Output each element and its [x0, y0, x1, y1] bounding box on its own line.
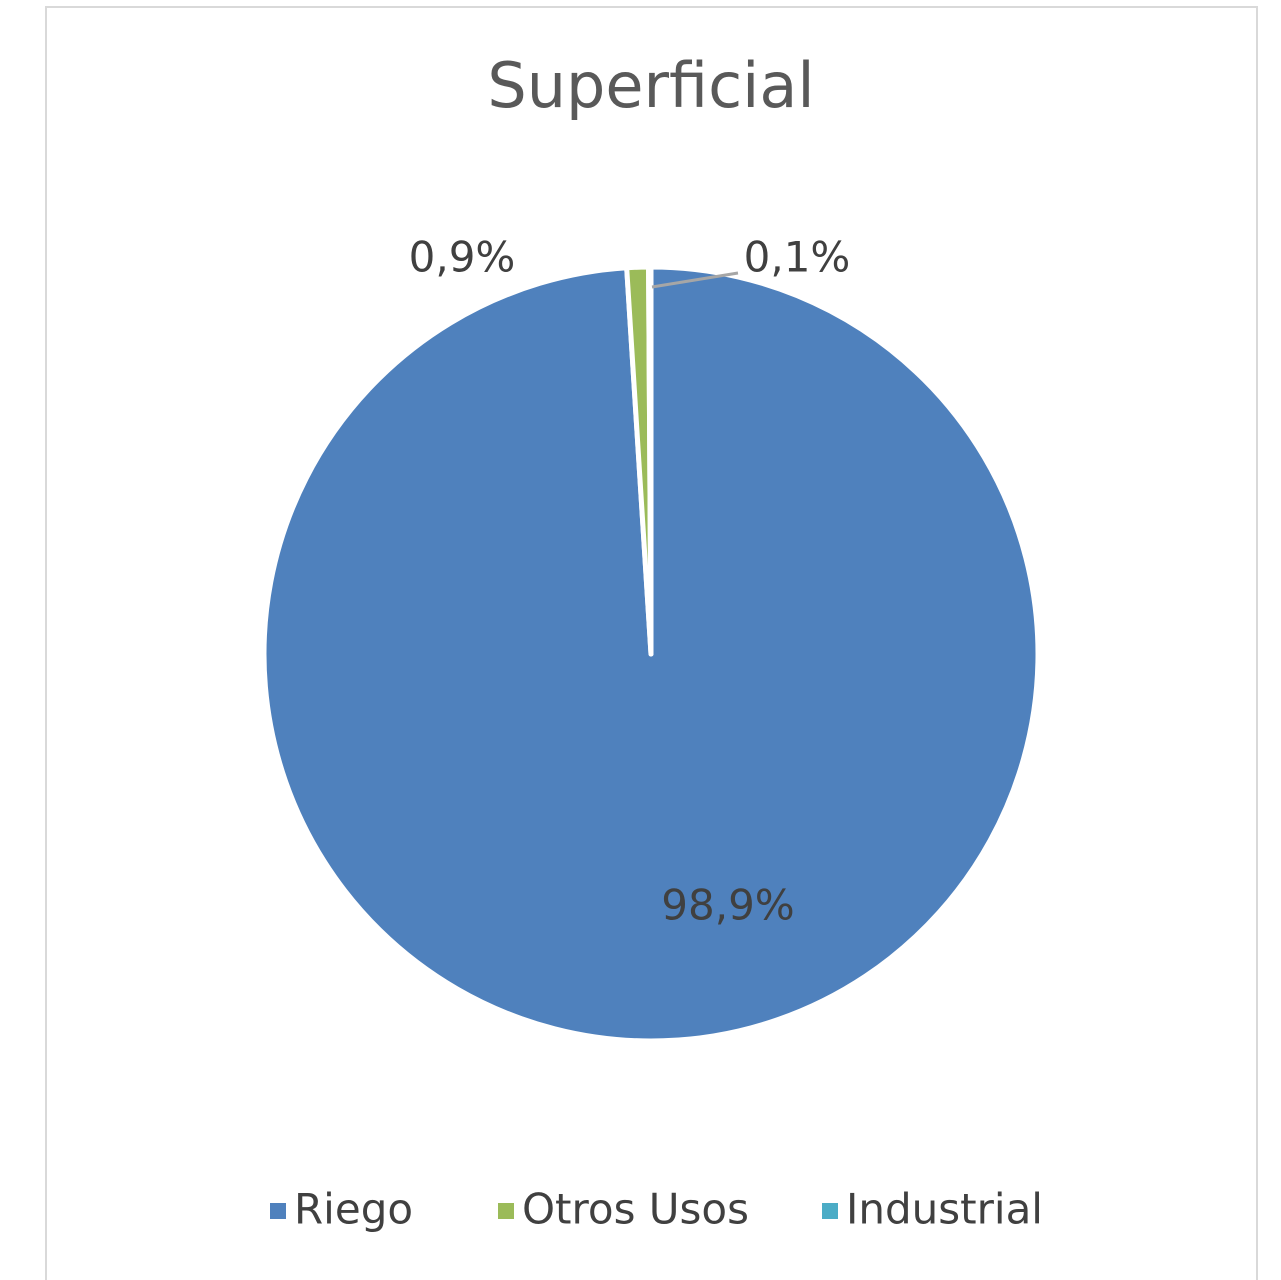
pie-slice	[646, 264, 654, 657]
data-label: 98,9%	[661, 881, 794, 930]
legend-label: Riego	[294, 1185, 413, 1234]
leader-line	[651, 271, 739, 289]
chart-title: Superficial	[487, 49, 814, 122]
legend-label: Otros Usos	[522, 1185, 749, 1234]
data-label: 0,1%	[744, 233, 851, 282]
legend-swatch	[498, 1203, 514, 1219]
legend-swatch	[822, 1203, 838, 1219]
data-label: 0,9%	[409, 233, 516, 282]
legend-label: Industrial	[846, 1185, 1043, 1234]
legend-swatch	[270, 1203, 286, 1219]
